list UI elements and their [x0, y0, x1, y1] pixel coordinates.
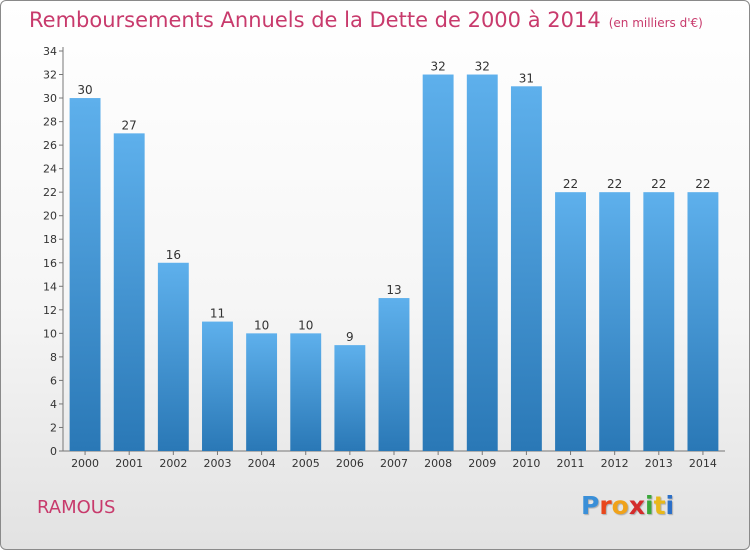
commune-name: RAMOUS — [37, 497, 116, 518]
y-tick-label: 22 — [43, 186, 57, 199]
x-tick-label: 2002 — [159, 457, 187, 470]
bar — [246, 333, 278, 451]
bar — [290, 333, 322, 451]
chart-title: Remboursements Annuels de la Dette de 20… — [29, 8, 703, 32]
bar-value-label: 22 — [607, 177, 622, 191]
y-tick-label: 14 — [43, 280, 57, 293]
chart-title-text: Remboursements Annuels de la Dette de 20… — [29, 8, 601, 32]
bar-value-label: 31 — [519, 71, 534, 85]
bar-value-label: 10 — [254, 318, 269, 332]
bar-value-label: 22 — [651, 177, 666, 191]
bar — [510, 86, 542, 451]
x-tick-label: 2008 — [424, 457, 452, 470]
logo-letter: P — [581, 491, 600, 520]
bar-value-label: 30 — [77, 83, 92, 97]
x-tick-label: 2012 — [601, 457, 629, 470]
y-tick-label: 2 — [50, 421, 57, 434]
x-tick-label: 2005 — [292, 457, 320, 470]
y-tick-label: 0 — [50, 445, 57, 458]
bar — [555, 192, 586, 452]
y-tick-label: 16 — [43, 257, 57, 270]
x-tick-label: 2007 — [380, 457, 408, 470]
logo-letter: r — [599, 491, 612, 520]
x-tick-label: 2003 — [203, 457, 231, 470]
bar — [643, 192, 675, 452]
bar-value-label: 16 — [166, 248, 181, 262]
x-tick-label: 2011 — [557, 457, 585, 470]
x-tick-label: 2000 — [71, 457, 99, 470]
logo-letter: x — [628, 491, 645, 520]
y-tick-label: 10 — [43, 327, 57, 340]
bar — [113, 133, 145, 451]
chart-labels: 30 2000 27 2001 16 2002 11 2003 10 2004 10 2005 9 200… — [71, 60, 717, 470]
y-tick-label: 20 — [43, 210, 57, 223]
y-tick-label: 28 — [43, 116, 57, 129]
x-tick-label: 2010 — [512, 457, 540, 470]
y-tick-label: 34 — [43, 45, 57, 58]
proxiti-logo: Proxiti — [581, 491, 674, 520]
bar-value-label: 10 — [298, 318, 313, 332]
y-tick-label: 30 — [43, 92, 57, 105]
y-tick-label: 4 — [50, 398, 57, 411]
bar — [157, 262, 189, 451]
bar — [69, 98, 101, 451]
y-tick-label: 8 — [50, 351, 57, 364]
bar-value-label: 22 — [695, 177, 710, 191]
bar — [202, 321, 233, 451]
y-tick-label: 18 — [43, 233, 57, 246]
y-tick-label: 32 — [43, 69, 57, 82]
chart-bars — [69, 74, 719, 452]
bar-value-label: 22 — [563, 177, 578, 191]
logo-letter: t — [653, 491, 666, 520]
x-tick-label: 2009 — [468, 457, 496, 470]
bar — [422, 74, 454, 451]
chart-unit: (en milliers d'€) — [608, 16, 703, 30]
x-tick-label: 2014 — [689, 457, 717, 470]
bar — [687, 192, 719, 452]
bar — [378, 298, 410, 451]
x-tick-label: 2001 — [115, 457, 143, 470]
logo-letter: i — [645, 491, 654, 520]
y-tick-label: 12 — [43, 304, 57, 317]
x-tick-label: 2013 — [645, 457, 673, 470]
logo-letter: o — [611, 491, 629, 520]
bar — [466, 74, 498, 451]
y-tick-label: 6 — [50, 374, 57, 387]
bar-value-label: 32 — [475, 60, 490, 74]
bar-value-label: 11 — [210, 307, 225, 321]
y-tick-label: 24 — [43, 163, 57, 176]
bar — [334, 345, 366, 451]
bar — [599, 192, 631, 452]
bar-value-label: 32 — [430, 60, 445, 74]
bar-value-label: 27 — [122, 118, 137, 132]
bar-value-label: 9 — [346, 330, 354, 344]
x-tick-label: 2006 — [336, 457, 364, 470]
x-tick-label: 2004 — [248, 457, 276, 470]
bar-value-label: 13 — [386, 283, 401, 297]
y-tick-label: 26 — [43, 139, 57, 152]
logo-letter: i — [665, 491, 675, 520]
